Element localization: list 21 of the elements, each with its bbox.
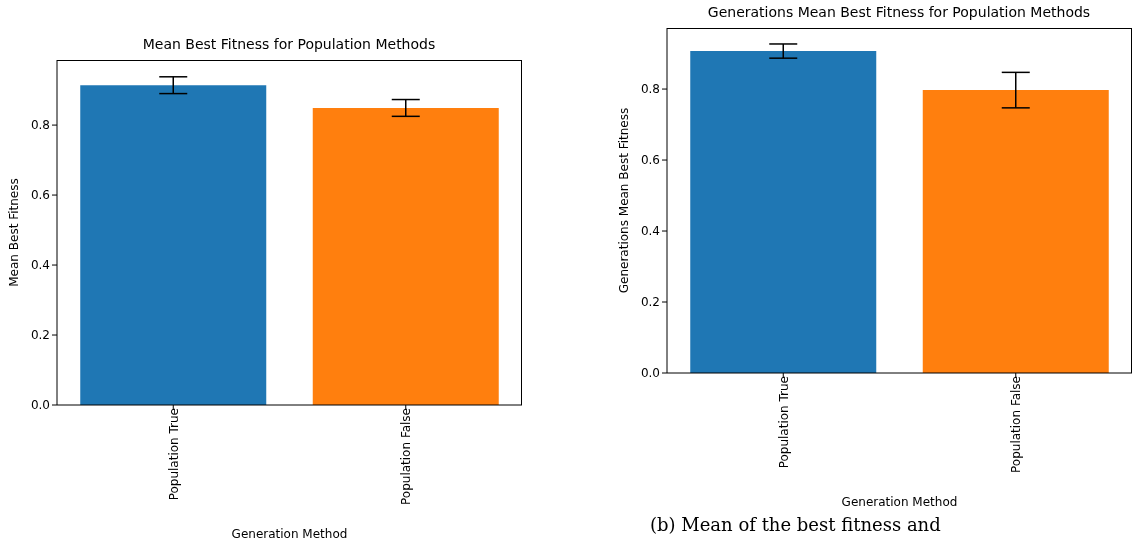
y-tick-label: 0.4 (640, 224, 660, 239)
text: (b) Mean of the best fitness and (650, 514, 941, 535)
y-tick-label: 0.8 (640, 82, 660, 97)
y-tick-label: 0.0 (640, 366, 660, 381)
y-axis-title: Generations Mean Best Fitness (617, 107, 632, 294)
y-tick-label: 0.0 (30, 398, 50, 413)
y-tick-label: 0.6 (30, 188, 50, 203)
y-tick-label: 0.2 (30, 328, 50, 343)
y-axis-title: Mean Best Fitness (7, 178, 22, 287)
chart-title: Generations Mean Best Fitness for Population Methods (706, 4, 1092, 20)
chart-title: Mean Best Fitness for Population Methods (141, 36, 437, 52)
x-tick-label: Population True (166, 408, 181, 501)
y-tick-label: 0.2 (640, 295, 660, 310)
y-tick-label: 0.4 (30, 258, 50, 273)
x-axis-title: Generation Method (841, 495, 958, 509)
x-axis-title: Generation Method (231, 527, 348, 540)
x-tick-label: Population False (399, 408, 414, 505)
y-tick-label: 0.8 (30, 118, 50, 133)
x-tick-label: Population True (776, 376, 791, 469)
y-tick-label: 0.6 (640, 153, 660, 168)
x-tick-label: Population False (1009, 376, 1024, 473)
